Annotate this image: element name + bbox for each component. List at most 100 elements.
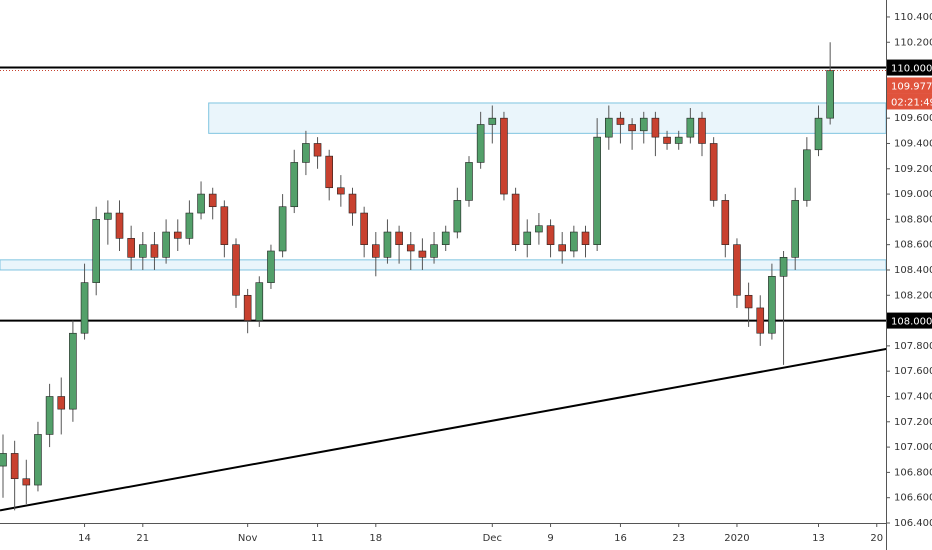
y-tick-label: 108.400 <box>894 265 932 276</box>
candle-body <box>127 238 135 258</box>
candle-body <box>383 231 392 258</box>
candle-body <box>267 250 275 283</box>
candle-body <box>826 70 834 119</box>
y-tick-label: 107.400 <box>894 391 932 402</box>
x-tick-label: 11 <box>311 533 324 544</box>
candle-body <box>0 453 7 467</box>
last-price-label-bg <box>887 77 932 94</box>
candle-body <box>80 282 89 334</box>
level-label-bg <box>887 59 932 76</box>
candle-body <box>197 193 205 214</box>
candle-body <box>558 244 567 252</box>
candle-body <box>34 434 42 486</box>
x-tick-label: 2020 <box>724 533 749 544</box>
candle-body <box>406 244 415 252</box>
level-label-bg <box>887 312 932 329</box>
last-price-label: 109.977 <box>891 81 932 92</box>
candle-body <box>104 212 112 220</box>
candle-body <box>651 117 660 138</box>
candle-body <box>546 225 555 245</box>
candle-body <box>535 225 543 233</box>
candle-body <box>348 193 357 214</box>
x-tick-label: 23 <box>672 533 685 544</box>
candle-body <box>290 162 299 208</box>
candle-body <box>173 231 182 239</box>
candle-body <box>465 162 473 201</box>
x-tick-label: 14 <box>78 533 91 544</box>
y-tick-label: 107.200 <box>894 417 932 428</box>
candle-body <box>45 396 54 435</box>
candle-body <box>628 124 636 132</box>
candle-body <box>779 257 788 277</box>
x-tick-label: 16 <box>614 533 627 544</box>
candle-body <box>814 117 823 151</box>
candle-body <box>593 136 601 245</box>
y-tick-label: 108.600 <box>894 240 932 251</box>
y-tick-label: 107.000 <box>894 442 932 453</box>
candle-body <box>278 206 287 252</box>
candle-body <box>453 200 462 233</box>
candle-body <box>313 143 322 157</box>
candle-body <box>511 193 520 245</box>
candle-body <box>570 231 578 252</box>
candle-body <box>325 155 334 189</box>
candle-body <box>220 206 229 245</box>
candle-body <box>744 294 753 309</box>
y-tick-label: 106.400 <box>894 518 932 529</box>
candle-body <box>791 200 800 258</box>
y-tick-label: 109.400 <box>894 138 932 149</box>
x-tick-label: 21 <box>136 533 149 544</box>
level-label: 108.000 <box>891 317 932 328</box>
candle-body <box>255 282 264 321</box>
candle-body <box>243 294 252 321</box>
candle-body <box>616 117 625 125</box>
x-tick-label: 18 <box>369 533 382 544</box>
candle-body <box>162 231 170 258</box>
candle-body <box>139 244 147 258</box>
x-tick-label: 20 <box>870 533 883 544</box>
y-tick-label: 108.800 <box>894 214 932 225</box>
candle-body <box>698 117 706 144</box>
candle-body <box>395 231 403 245</box>
candle-body <box>232 244 240 296</box>
candle-body <box>57 396 66 410</box>
candle-body <box>733 244 741 296</box>
candle-body <box>674 136 683 144</box>
candle-body <box>185 212 194 239</box>
candle-body <box>22 478 31 486</box>
x-tick-label: Nov <box>238 533 258 544</box>
candle-body <box>337 187 345 195</box>
candle-body <box>709 143 718 201</box>
candle-body <box>523 231 532 245</box>
candle-body <box>500 117 508 195</box>
candle-body <box>371 244 380 258</box>
candle-body <box>115 212 124 239</box>
candle-body <box>430 244 438 258</box>
countdown-label: 02:21:49 <box>891 97 932 108</box>
candle-body <box>302 143 310 163</box>
trendline <box>0 347 890 512</box>
y-tick-label: 107.800 <box>894 341 932 352</box>
zone <box>0 259 887 271</box>
candle-body <box>441 231 450 245</box>
candle-body <box>639 117 648 132</box>
x-tick-label: 9 <box>547 533 553 544</box>
candle-body <box>581 231 590 245</box>
candle-body <box>686 117 695 138</box>
y-tick-label: 109.200 <box>894 164 932 175</box>
y-tick-label: 106.600 <box>894 493 932 504</box>
candle-body <box>756 307 765 334</box>
candle-body <box>476 124 485 163</box>
y-tick-label: 106.800 <box>894 467 932 478</box>
candle-body <box>721 200 730 245</box>
candle-body <box>768 276 776 334</box>
candle-body <box>360 212 368 245</box>
y-tick-label: 109.000 <box>894 189 932 200</box>
countdown-label-bg <box>887 93 932 110</box>
y-tick-label: 109.600 <box>894 113 932 124</box>
y-tick-label: 110.400 <box>894 12 932 23</box>
candle-body <box>208 193 217 208</box>
x-tick-label: Dec <box>483 533 502 544</box>
level-label: 110.000 <box>891 64 932 75</box>
